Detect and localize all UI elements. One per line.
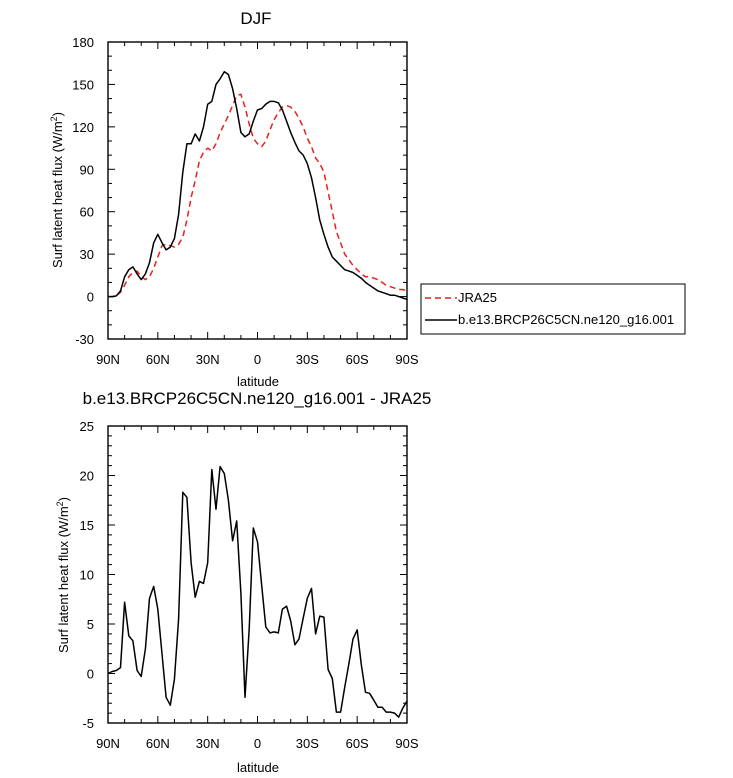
- chart-top-ytick-label: 120: [72, 120, 94, 135]
- chart-bottom-xlabel: latitude: [237, 760, 279, 775]
- chart-top-series: [108, 70, 408, 301]
- chart-top-title: DJF: [240, 9, 271, 28]
- chart-top-plot-frame: [107, 41, 408, 340]
- chart-top-ylabel: Surf latent heat flux (W/m2): [49, 112, 65, 268]
- chart-top-ytick-label: 0: [87, 290, 94, 305]
- chart-top-xtick-label: 60N: [146, 352, 170, 367]
- chart-bottom-ytick-label: 5: [87, 617, 94, 632]
- chart-top-xtick-label: 30S: [296, 352, 319, 367]
- chart-top-ytick-label: 60: [80, 205, 94, 220]
- chart-bottom-xtick-label: 60N: [146, 736, 170, 751]
- chart-bottom-title: b.e13.BRCP26C5CN.ne120_g16.001 - JRA25: [83, 389, 432, 408]
- chart-top-ytick-label: 30: [80, 247, 94, 262]
- chart-bottom-series: [107, 465, 408, 718]
- chart-top-legend: JRA25 b.e13.BRCP26C5CN.ne120_g16.001: [420, 283, 686, 335]
- chart-bottom-xtick-label: 30N: [196, 736, 220, 751]
- chart-top-xlabel: latitude: [237, 374, 279, 389]
- chart-bottom-ytick-label: 10: [80, 568, 94, 583]
- chart-top-xtick-label: 60S: [346, 352, 369, 367]
- chart-bottom-ytick-label: 25: [80, 419, 94, 434]
- legend-label-model: b.e13.BRCP26C5CN.ne120_g16.001: [458, 312, 674, 327]
- legend-box: [420, 283, 686, 335]
- chart-bottom-xtick-label: 60S: [346, 736, 369, 751]
- chart-top-series-jra25: [108, 93, 408, 298]
- chart-bottom-ytick-label: 20: [80, 469, 94, 484]
- chart-top-xtick-label: 90N: [96, 352, 120, 367]
- chart-top-xtick-label: 90S: [395, 352, 418, 367]
- chart-bottom-plot-frame: [107, 425, 408, 724]
- chart-bottom-ytick-label: 15: [80, 518, 94, 533]
- chart-bottom-xtick-label: 90S: [395, 736, 418, 751]
- chart-top-xtick-label: 30N: [196, 352, 220, 367]
- chart-top-ytick-label: -30: [75, 332, 94, 347]
- chart-top-ytick-label: 90: [80, 162, 94, 177]
- chart-top-gridlines: -30 0 30 60 90 120 150 180 90N 60N 30N 0 30S 60S 90S: [72, 35, 419, 367]
- chart-bottom-xtick-label: 30S: [296, 736, 319, 751]
- legend-label-jra25: JRA25: [458, 290, 497, 305]
- chart-bottom-xtick-label: 0: [254, 736, 261, 751]
- chart-top-xtick-label: 0: [254, 352, 261, 367]
- chart-top-ytick-label: 150: [72, 77, 94, 92]
- chart-bottom-gridlines: -5 0 5 10 15 20 25 90N 60N 30N 0 30S 60S 90S: [80, 419, 419, 751]
- chart-bottom-xtick-label: 90N: [96, 736, 120, 751]
- chart-bottom-ytick-label: -5: [82, 716, 94, 731]
- chart-bottom: b.e13.BRCP26C5CN.ne120_g16.001 - JRA25 -…: [55, 389, 431, 775]
- chart-bottom-ytick-label: 0: [87, 667, 94, 682]
- chart-bottom-series-difference: [107, 465, 408, 718]
- chart-top: DJF -30 0 30 60 90 120 150 180 90N 60N 30N 0 30S 60S 9…: [49, 9, 419, 389]
- chart-top-ytick-label: 180: [72, 35, 94, 50]
- chart-bottom-ylabel: Surf latent heat flux (W/m2): [55, 497, 71, 653]
- chart-top-series-model: [108, 70, 408, 301]
